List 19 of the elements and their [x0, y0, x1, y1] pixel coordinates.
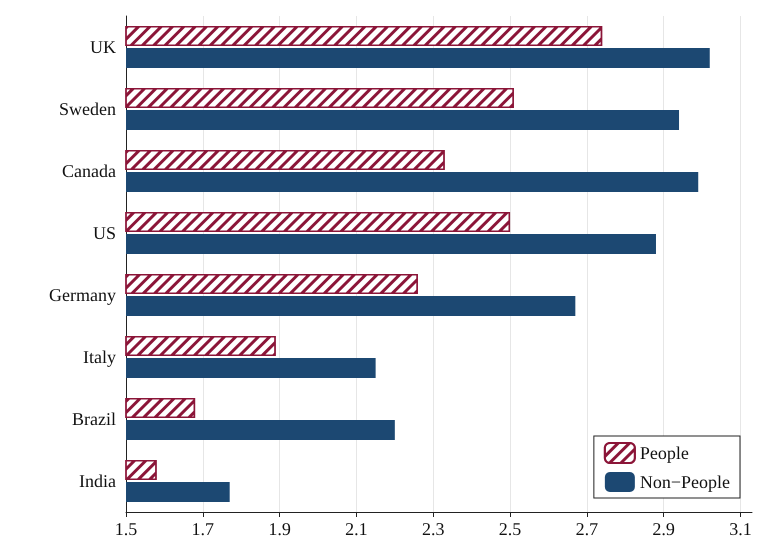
x-tick-label: 2.5 — [498, 519, 522, 539]
y-tick-label: Sweden — [59, 99, 116, 119]
legend-label: Non−People — [640, 472, 730, 492]
y-tick-label: Brazil — [72, 409, 116, 429]
y-tick-label: Canada — [62, 161, 116, 181]
y-tick-label: Germany — [49, 285, 116, 305]
y-tick-label: UK — [90, 37, 116, 57]
x-tick-label: 2.7 — [576, 519, 598, 539]
x-tick-label: 2.1 — [345, 519, 368, 539]
y-tick-label: US — [92, 223, 116, 243]
y-tick-label: Italy — [83, 347, 116, 367]
x-tick-label: 3.1 — [729, 519, 752, 539]
x-tick-label: 1.5 — [114, 519, 138, 539]
x-tick-label: 1.9 — [268, 519, 291, 539]
legend-label: People — [640, 443, 689, 463]
x-tick-label: 1.7 — [192, 519, 214, 539]
x-tick-label: 2.9 — [652, 519, 675, 539]
x-tick-label: 2.3 — [422, 519, 444, 539]
y-tick-label: India — [79, 471, 116, 491]
